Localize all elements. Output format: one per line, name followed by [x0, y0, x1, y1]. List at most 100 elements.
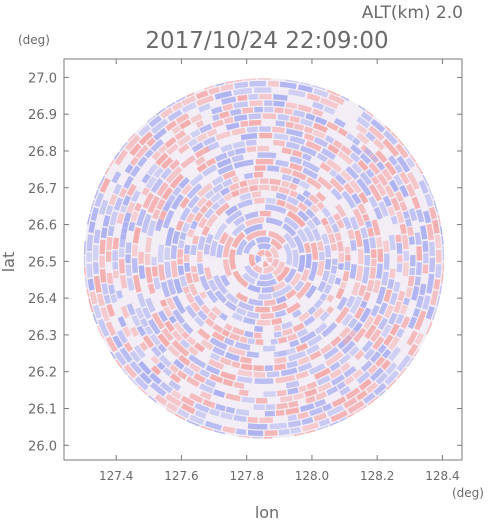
radar-cell [167, 344, 181, 358]
radar-cell [199, 383, 214, 394]
radar-cell [92, 304, 102, 319]
radar-cell [390, 215, 398, 225]
y-tick-label: 26.3 [28, 329, 57, 344]
radar-cell [208, 279, 218, 292]
radar-cell [157, 244, 165, 263]
radar-cell [136, 293, 147, 308]
radar-cell [169, 159, 181, 171]
radar-cell [179, 119, 192, 130]
radar-cell [349, 264, 357, 280]
radar-cell [396, 354, 412, 372]
radar-cell [163, 306, 173, 318]
radar-cell [268, 80, 279, 87]
radar-cell [345, 165, 360, 180]
radar-cell [273, 350, 287, 358]
radar-cell [204, 378, 217, 388]
radar-cell [340, 170, 353, 182]
radar-cell [340, 362, 351, 373]
radar-cell [246, 146, 257, 153]
radar-cell [156, 361, 166, 371]
radar-cell [199, 291, 208, 300]
radar-cell [188, 283, 198, 297]
radar-cell [214, 152, 228, 162]
radar-cell [423, 210, 432, 224]
radar-cell [349, 239, 357, 251]
radar-cell [202, 136, 216, 147]
radar-cell [213, 274, 228, 295]
radar-cell [83, 266, 87, 276]
radar-cell [100, 306, 110, 322]
radar-cell [196, 132, 208, 142]
radar-cell [395, 234, 402, 243]
radar-cell [248, 113, 261, 120]
radar-cell [359, 307, 372, 323]
radar-cell [329, 361, 341, 372]
radar-cell [199, 205, 209, 215]
radar-cell [285, 288, 297, 300]
radar-cell [147, 195, 160, 214]
radar-cell [222, 235, 235, 258]
radar-cell [123, 212, 132, 222]
radar-cell [273, 331, 282, 338]
radar-cell [281, 180, 290, 188]
radar-cell [176, 370, 188, 380]
radar-cell [259, 272, 274, 280]
radar-cell [189, 173, 204, 187]
radar-cell [393, 300, 403, 314]
radar-cell [332, 139, 343, 149]
radar-cell [151, 257, 157, 266]
radar-cell [194, 402, 210, 414]
radar-cell [129, 361, 143, 375]
radar-cell [353, 321, 363, 333]
radar-cell [344, 261, 351, 271]
radar-cell [273, 324, 282, 332]
radar-cell [114, 351, 127, 366]
radar-cell [348, 345, 360, 357]
radar-cell [235, 292, 249, 303]
radar-cell [274, 356, 287, 364]
radar-cell [96, 293, 105, 307]
radar-cell [196, 95, 214, 107]
radar-cell [380, 324, 393, 338]
radar-cell [383, 289, 393, 303]
radar-cell [100, 227, 108, 239]
radar-cell [151, 266, 159, 277]
radar-cell [142, 335, 155, 349]
radar-cell [197, 310, 208, 321]
radar-cell [222, 378, 234, 387]
radar-cell [285, 202, 299, 214]
radar-cell [247, 338, 255, 345]
radar-cell [347, 400, 365, 414]
radar-cell [295, 370, 309, 380]
radar-cell [138, 360, 152, 376]
radar-cell [441, 235, 445, 246]
radar-cell [359, 152, 372, 165]
radar-cell [372, 314, 383, 327]
radar-cell [297, 356, 311, 366]
radar-cell [264, 365, 273, 371]
radar-cell [368, 183, 382, 202]
radar-cell [306, 381, 318, 390]
radar-cell [262, 113, 277, 120]
radar-cell [316, 261, 325, 277]
radar-cell [402, 262, 409, 277]
radar-cell [281, 147, 293, 155]
radar-cell [336, 219, 345, 229]
y-tick-label: 26.5 [28, 255, 57, 270]
radar-cell [175, 220, 185, 231]
radar-cell [308, 363, 326, 375]
radar-cell [122, 326, 132, 338]
radar-cell [105, 251, 112, 262]
radar-cell [255, 339, 264, 345]
radar-cell [254, 326, 263, 332]
radar-cell [257, 243, 272, 250]
radar-cell [284, 268, 297, 284]
radar-cell [288, 89, 306, 98]
radar-cell [193, 316, 205, 327]
radar-cell [327, 215, 336, 225]
radar-cell [133, 274, 142, 293]
radar-cell [153, 166, 164, 179]
radar-cell [345, 132, 355, 142]
radar-cell [356, 177, 372, 197]
radar-cell [260, 312, 275, 319]
